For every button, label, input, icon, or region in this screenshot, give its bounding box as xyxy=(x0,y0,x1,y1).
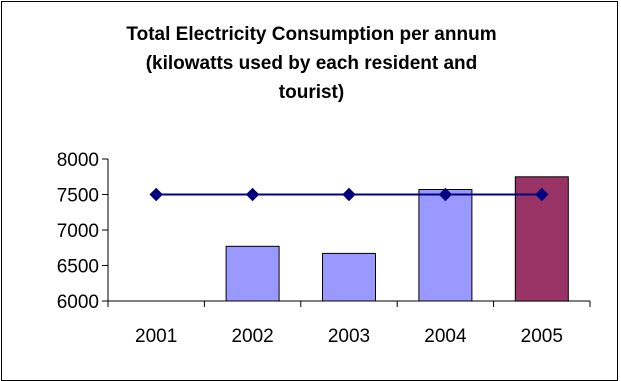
x-tick-label-2002: 2002 xyxy=(231,326,273,347)
line-point-2005 xyxy=(535,187,549,202)
y-tick-label-7000: 7000 xyxy=(57,221,99,242)
chart-title-line-2: (kilowatts used by each resident and xyxy=(145,53,478,74)
line-point-2001 xyxy=(149,187,163,202)
line-point-2002 xyxy=(245,187,260,202)
chart-title-line-1: Total Electricity Consumption per annum xyxy=(126,24,497,45)
y-tick-label-8000: 8000 xyxy=(57,150,99,171)
y-tick-label-6500: 6500 xyxy=(57,257,99,278)
x-tick-label-2004: 2004 xyxy=(424,326,467,347)
x-tick-label-2001: 2001 xyxy=(135,326,177,347)
chart-title-line-3: tourist) xyxy=(278,82,345,103)
y-axis: 6000 6500 7000 7500 8000 xyxy=(57,150,109,313)
line-point-2003 xyxy=(342,187,356,202)
bar-2004 xyxy=(418,189,473,302)
line-point-2004 xyxy=(438,187,453,202)
bar-2003 xyxy=(322,252,376,302)
chart-title: Total Electricity Consumption per annum … xyxy=(2,20,621,107)
x-tick-label-2003: 2003 xyxy=(328,326,370,347)
line-series xyxy=(149,187,549,202)
x-axis: 2001 2002 2003 2004 2005 xyxy=(107,300,591,347)
y-tick-label-7500: 7500 xyxy=(57,186,99,207)
x-tick-label-2005: 2005 xyxy=(521,326,563,347)
bar-2002 xyxy=(225,245,280,302)
y-tick-label-6000: 6000 xyxy=(57,292,99,313)
